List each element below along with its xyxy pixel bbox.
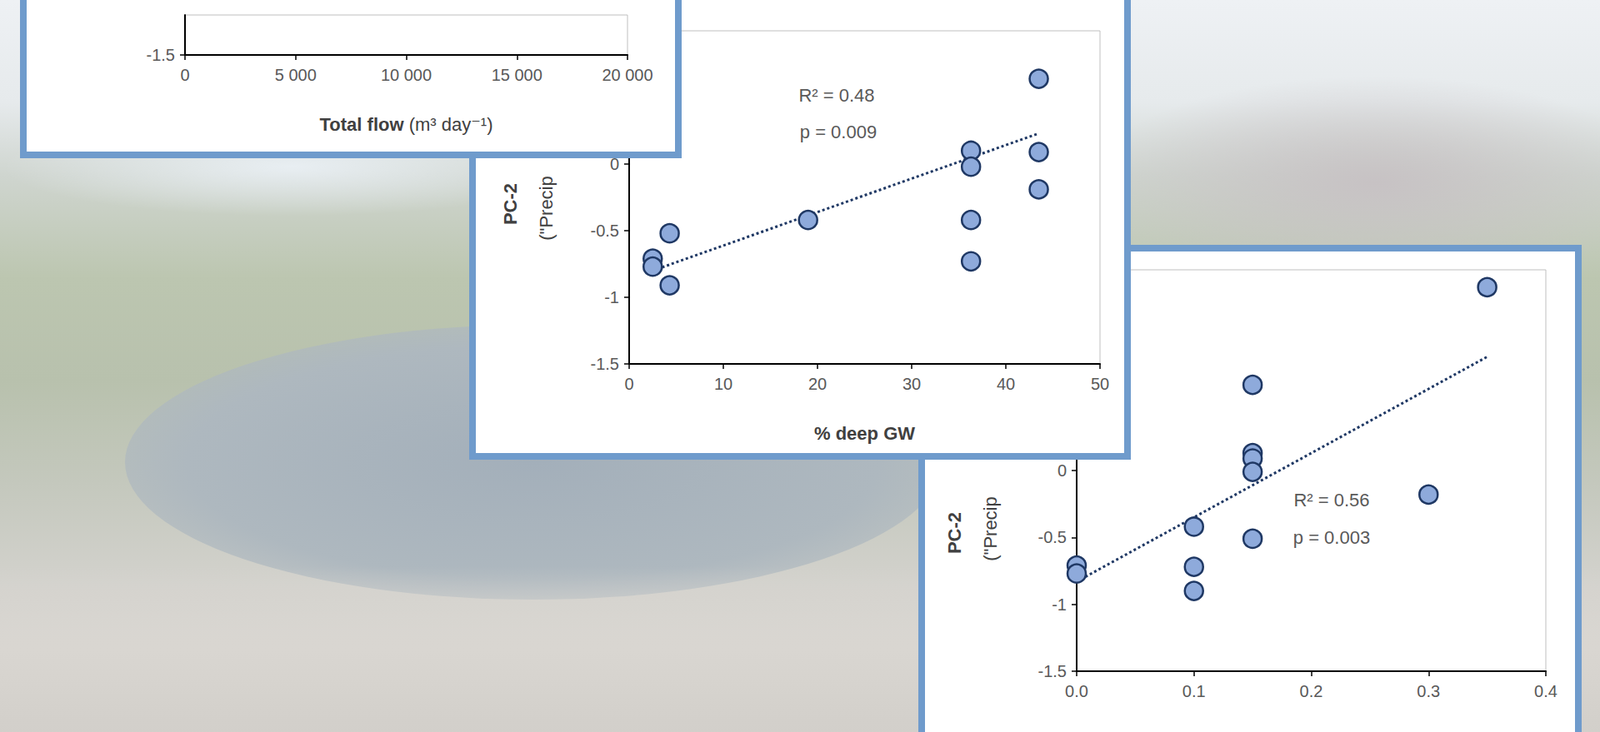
svg-text:p = 0.009: p = 0.009 xyxy=(800,121,877,143)
svg-text:50: 50 xyxy=(1090,375,1110,394)
svg-text:0.1: 0.1 xyxy=(1182,682,1206,701)
svg-text:% deep GW: % deep GW xyxy=(814,423,915,445)
svg-text:0.2: 0.2 xyxy=(1300,682,1324,701)
svg-text:20 000: 20 000 xyxy=(601,65,653,85)
svg-text:0: 0 xyxy=(624,375,634,394)
svg-text:-0.5: -0.5 xyxy=(590,221,620,240)
svg-text:0: 0 xyxy=(609,155,620,174)
svg-text:15 000: 15 000 xyxy=(491,65,543,85)
svg-text:0.0: 0.0 xyxy=(1065,682,1089,701)
svg-text:0.3: 0.3 xyxy=(1416,682,1440,701)
svg-text:-1.5: -1.5 xyxy=(590,355,620,374)
svg-text:p = 0.003: p = 0.003 xyxy=(1293,527,1370,549)
svg-text:-0.5: -0.5 xyxy=(1038,528,1067,547)
svg-text:Total flow: Total flow xyxy=(320,114,410,135)
svg-text:5 000: 5 000 xyxy=(275,65,317,85)
svg-text:("Precip: ("Precip xyxy=(980,496,1001,562)
svg-text:0.4: 0.4 xyxy=(1534,682,1558,701)
svg-text:R² = 0.48: R² = 0.48 xyxy=(798,85,875,106)
svg-text:(m³ day⁻¹): (m³ day⁻¹) xyxy=(409,114,494,135)
svg-text:40: 40 xyxy=(996,375,1015,394)
svg-text:-1.5: -1.5 xyxy=(146,45,175,65)
svg-text:-1: -1 xyxy=(1051,595,1067,615)
svg-text:PC-2: PC-2 xyxy=(944,512,965,555)
svg-text:R² = 0.56: R² = 0.56 xyxy=(1293,490,1370,511)
svg-text:10 000: 10 000 xyxy=(380,65,432,85)
svg-text:-1.5: -1.5 xyxy=(1038,662,1067,681)
svg-text:10: 10 xyxy=(714,375,733,394)
svg-text:30: 30 xyxy=(902,375,921,394)
svg-text:20: 20 xyxy=(808,375,827,394)
svg-text:0: 0 xyxy=(180,65,190,85)
svg-text:-1: -1 xyxy=(604,288,620,307)
svg-text:("Precip: ("Precip xyxy=(535,175,557,241)
svg-text:PC-2: PC-2 xyxy=(500,183,521,225)
svg-text:0: 0 xyxy=(1057,461,1067,480)
